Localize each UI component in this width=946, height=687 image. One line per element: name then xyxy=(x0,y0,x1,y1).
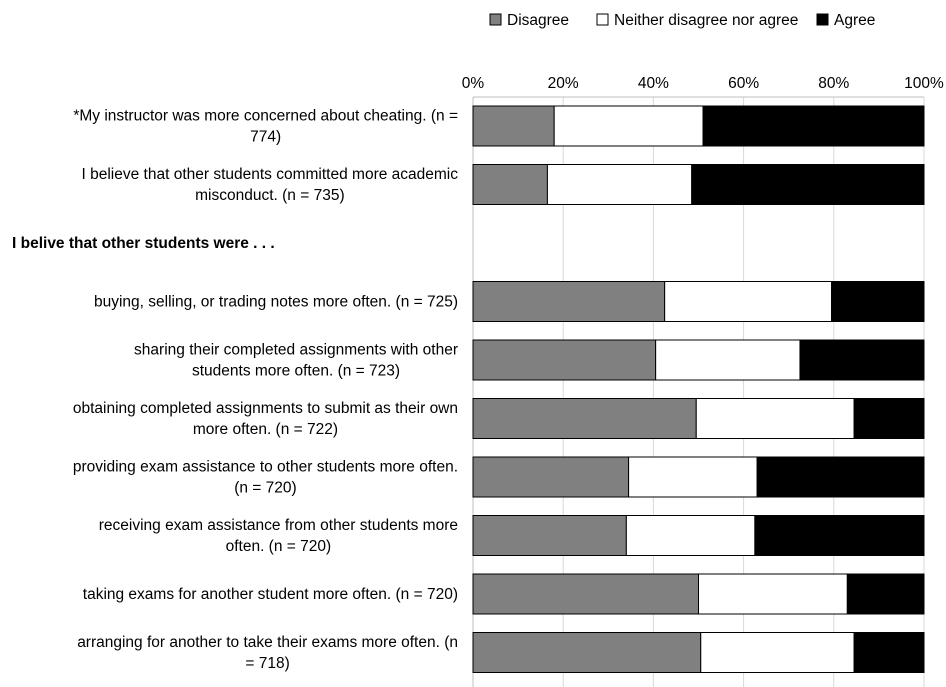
category-label: misconduct. (n = 735) xyxy=(195,187,344,204)
bar-disagree xyxy=(472,573,699,615)
bar-neither-disagree-nor-agree xyxy=(628,456,758,498)
bar-disagree xyxy=(472,632,702,673)
bar-neither-disagree-nor-agree xyxy=(553,105,704,147)
bar-agree xyxy=(756,456,925,498)
category-label: *My instructor was more concerned about … xyxy=(73,108,458,125)
bar-neither-disagree-nor-agree xyxy=(546,164,693,205)
category-label: arranging for another to take their exam… xyxy=(77,634,458,651)
legend-label: Neither disagree nor agree xyxy=(614,12,798,29)
legend-item: Disagree xyxy=(489,12,569,29)
bar-neither-disagree-nor-agree xyxy=(625,515,756,556)
category-label: taking exams for another student more of… xyxy=(83,586,458,603)
bar-disagree xyxy=(472,515,627,556)
bar-agree xyxy=(754,515,925,556)
bar-disagree xyxy=(472,456,630,498)
x-tick-label: 80% xyxy=(818,75,849,92)
bar-agree xyxy=(831,281,925,322)
category-label: buying, selling, or trading notes more o… xyxy=(94,294,458,311)
category-label: students more often. (n = 723) xyxy=(192,363,400,380)
category-label: = 718) xyxy=(245,655,289,672)
legend-label: Agree xyxy=(834,12,875,29)
bar-neither-disagree-nor-agree xyxy=(664,281,833,322)
x-tick-label: 40% xyxy=(638,75,669,92)
x-tick-label: 100% xyxy=(904,75,944,92)
bar-neither-disagree-nor-agree xyxy=(695,398,855,439)
bar-disagree xyxy=(472,339,657,381)
x-tick-label: 20% xyxy=(548,75,579,92)
section-heading: I belive that other students were . . . xyxy=(12,235,275,252)
bar-agree xyxy=(846,573,925,615)
category-label: sharing their completed assignments with… xyxy=(134,342,458,359)
x-tick-label: 60% xyxy=(728,75,759,92)
category-label: receiving exam assistance from other stu… xyxy=(99,517,458,534)
legend-label: Disagree xyxy=(507,12,569,29)
bar-neither-disagree-nor-agree xyxy=(655,339,801,381)
category-label: more often. (n = 722) xyxy=(193,421,338,438)
bar-agree xyxy=(702,105,925,147)
category-label: obtaining completed assignments to submi… xyxy=(73,400,458,417)
category-label: (n = 720) xyxy=(234,480,296,497)
x-tick-label: 0% xyxy=(462,75,485,92)
bar-disagree xyxy=(472,281,666,322)
bar-neither-disagree-nor-agree xyxy=(698,573,848,615)
legend-swatch xyxy=(816,13,829,26)
category-label: often. (n = 720) xyxy=(226,538,332,555)
bar-agree xyxy=(799,339,925,381)
category-label: 774) xyxy=(250,129,281,146)
legend-item: Neither disagree nor agree xyxy=(596,12,798,29)
category-label: I believe that other students committed … xyxy=(82,166,459,183)
legend-item: Agree xyxy=(816,12,875,29)
bar-disagree xyxy=(472,164,548,205)
bar-agree xyxy=(691,164,925,205)
bar-neither-disagree-nor-agree xyxy=(700,632,855,673)
legend-swatch xyxy=(596,13,609,26)
bar-agree xyxy=(853,398,925,439)
bar-disagree xyxy=(472,398,697,439)
legend-swatch xyxy=(489,13,502,26)
category-label: providing exam assistance to other stude… xyxy=(73,459,458,476)
bar-disagree xyxy=(472,105,555,147)
bar-agree xyxy=(853,632,925,673)
